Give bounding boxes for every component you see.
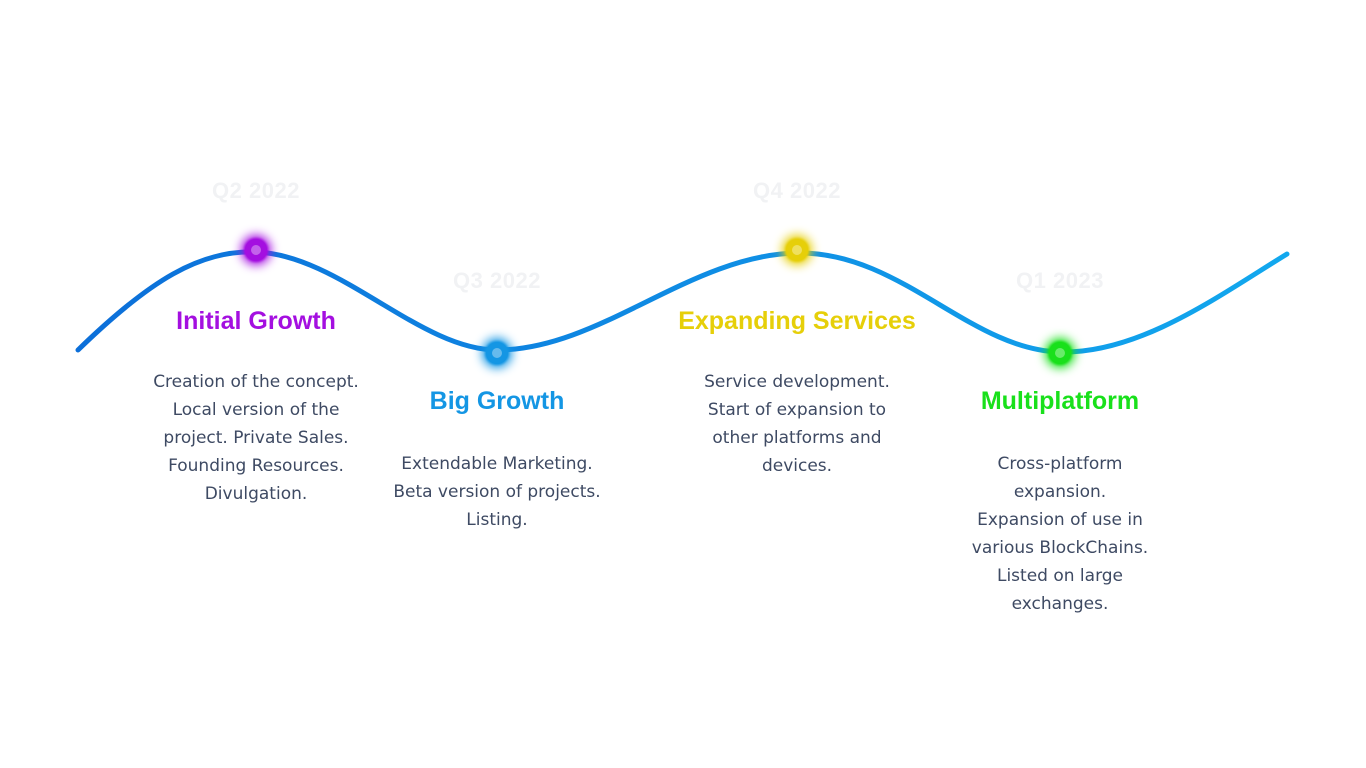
milestone-4-line: Expansion of use in bbox=[977, 510, 1143, 530]
milestone-3-title: Expanding Services bbox=[678, 307, 916, 335]
milestone-1-line: Divulgation. bbox=[204, 484, 308, 504]
milestone-3-line: other platforms and bbox=[712, 428, 882, 448]
milestone-1-date: Q2 2022 bbox=[212, 178, 300, 203]
milestone-2-line: Extendable Marketing. bbox=[401, 454, 593, 474]
milestone-4-date: Q1 2023 bbox=[1016, 268, 1104, 293]
milestone-1-line: project. Private Sales. bbox=[163, 428, 349, 448]
milestone-3-description: Service development. Start of expansion … bbox=[677, 368, 917, 480]
milestone-3-line: devices. bbox=[761, 456, 833, 476]
milestone-2: Big Growth Extendable Marketing. Beta ve… bbox=[377, 386, 617, 534]
milestone-4-description: Cross-platform expansion. Expansion of u… bbox=[940, 450, 1180, 618]
milestone-1-dot bbox=[245, 239, 267, 261]
milestone-1-title: Initial Growth bbox=[176, 307, 336, 335]
milestone-4: Multiplatform Cross-platform expansion. … bbox=[940, 386, 1180, 618]
milestone-2-line: Beta version of projects. bbox=[393, 482, 601, 502]
milestone-1-line: Founding Resources. bbox=[168, 456, 344, 476]
milestone-1-description: Creation of the concept. Local version o… bbox=[136, 368, 376, 508]
milestone-3-dot bbox=[786, 239, 808, 261]
milestone-2-description: Extendable Marketing. Beta version of pr… bbox=[377, 450, 617, 534]
milestone-3-line: Service development. bbox=[704, 372, 890, 392]
milestone-2-date: Q3 2022 bbox=[453, 268, 541, 293]
milestone-4-line: exchanges. bbox=[1011, 594, 1109, 614]
milestone-4-line: Listed on large bbox=[996, 566, 1124, 586]
milestone-2-title: Big Growth bbox=[429, 387, 565, 415]
milestone-4-line: Cross-platform bbox=[997, 454, 1123, 474]
milestone-4-line: expansion. bbox=[1013, 482, 1107, 502]
milestone-1-line: Local version of the bbox=[172, 400, 340, 420]
milestone-4-line: various BlockChains. bbox=[971, 538, 1149, 558]
milestone-3: Expanding Services Service development. … bbox=[677, 306, 917, 480]
milestone-4-title: Multiplatform bbox=[980, 387, 1140, 415]
milestone-1-line: Creation of the concept. bbox=[153, 372, 359, 392]
milestone-2-line: Listing. bbox=[466, 510, 528, 530]
milestone-3-date: Q4 2022 bbox=[753, 178, 841, 203]
milestone-2-dot bbox=[486, 342, 508, 364]
milestone-3-line: Start of expansion to bbox=[707, 400, 887, 420]
milestone-4-dot bbox=[1049, 342, 1071, 364]
milestone-1: Initial Growth Creation of the concept. … bbox=[136, 306, 376, 508]
